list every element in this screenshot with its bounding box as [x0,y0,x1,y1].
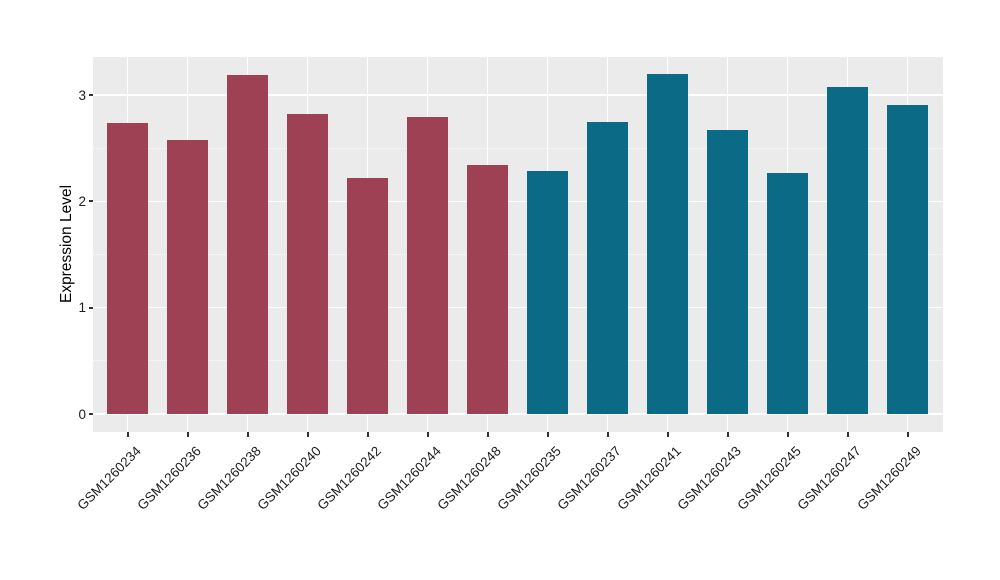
bar-GSM1260236 [167,139,208,414]
x-tick-mark [846,432,849,437]
x-tick-label: GSM1260234 [73,443,144,513]
x-tick-mark [186,432,189,437]
gridline-major [93,200,943,203]
bar-GSM1260242 [347,177,388,414]
y-tick-mark [88,306,93,309]
gridline-major [93,413,943,415]
y-tick-mark [88,413,93,415]
x-tick-mark [906,432,909,437]
x-tick-mark [546,432,549,437]
bar-GSM1260248 [467,165,508,414]
y-tick-label: 2 [78,193,86,209]
x-tick-mark [786,432,789,437]
x-tick-mark [306,432,309,437]
gridline-major [93,94,943,96]
bar-GSM1260244 [407,117,448,414]
y-tick-label: 3 [78,87,86,103]
plot-panel [93,57,943,432]
bar-GSM1260235 [527,170,568,414]
bar-GSM1260240 [287,114,328,414]
y-tick-label: 0 [78,406,86,422]
bar-GSM1260234 [107,122,148,414]
x-tick-mark [366,432,369,437]
y-tick-label: 1 [78,300,86,316]
bar-GSM1260247 [827,86,868,414]
x-tick-mark [246,432,249,437]
y-tick-mark [88,94,93,96]
x-tick-mark [126,432,129,437]
bar-GSM1260245 [767,172,808,414]
bar-GSM1260243 [707,130,748,414]
x-tick-mark [666,432,669,437]
bar-GSM1260238 [227,74,268,414]
x-tick-mark [606,432,609,437]
bar-GSM1260237 [587,121,628,414]
bar-GSM1260241 [647,73,688,414]
x-tick-mark [726,432,729,437]
x-tick-mark [486,432,489,437]
gridline-minor [93,147,943,149]
x-tick-mark [426,432,429,437]
gridline-minor [93,254,943,255]
y-tick-mark [88,200,93,203]
gridline-minor [93,360,943,362]
bar-GSM1260249 [887,104,928,414]
gridline-major [93,306,943,309]
